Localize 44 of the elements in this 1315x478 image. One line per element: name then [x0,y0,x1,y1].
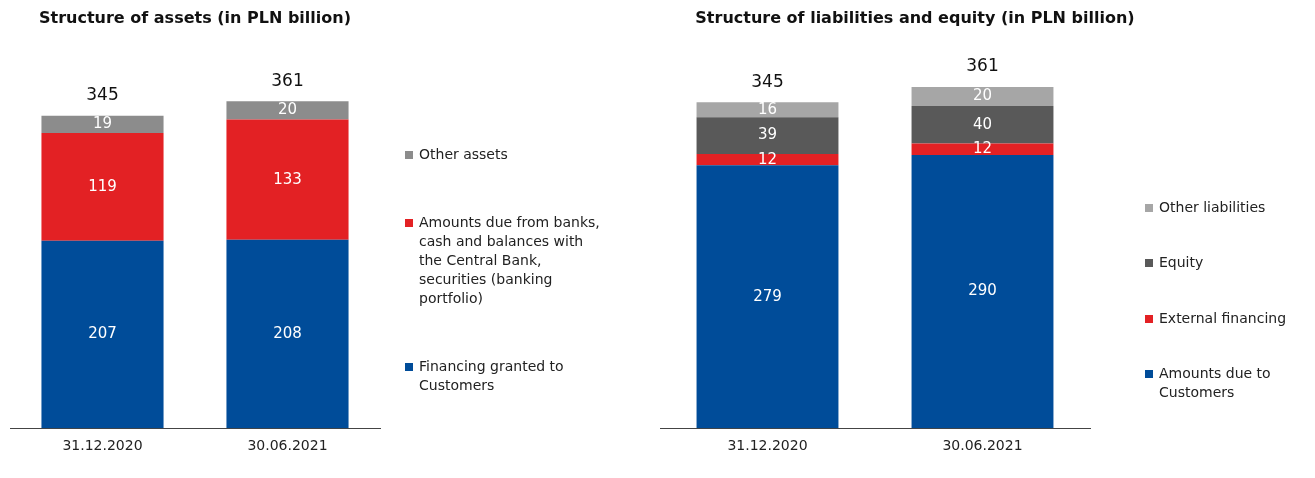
legend-label: External financing [1159,308,1287,328]
bar [41,115,164,134]
bar [696,153,839,166]
bar [696,102,839,118]
legend-label: Equity [1159,253,1204,273]
data-label: 119 [88,176,117,195]
data-label: 207 [88,324,117,343]
x-tick-label: 31.12.2020 [727,437,808,454]
data-label: 20 [277,100,298,119]
data-label: 16 [757,99,778,118]
bar [226,101,349,120]
data-label: 40 [972,114,993,133]
bar [226,119,349,240]
bar [911,154,1054,429]
bar [41,133,164,241]
data-label: 208 [273,323,302,342]
legend-label: Amounts due from banks, cash and balances with the Central Bank, securities (banking portfolio) [419,213,601,308]
bar [696,165,839,429]
data-label: 39 [757,125,778,144]
chart-title: Structure of assets (in PLN billion) [38,8,352,27]
bar [911,87,1054,106]
total-label: 345 [751,70,784,91]
total-label: 361 [966,55,999,76]
legend-label: Amounts due to Customers [1159,363,1272,402]
x-tick-label: 30.06.2021 [942,437,1023,454]
x-tick-label: 31.12.2020 [62,437,143,454]
legend-label: Financing granted to Customers [419,357,565,396]
total-label: 345 [86,84,119,105]
x-tick-label: 30.06.2021 [247,437,328,454]
bar [226,239,349,429]
data-label: 20 [972,86,993,105]
data-label: 279 [753,286,782,305]
data-label: 12 [757,149,778,168]
data-label: 19 [92,114,113,133]
data-label: 12 [972,139,993,158]
bar [41,240,164,429]
bar [911,143,1054,155]
bar [696,117,839,154]
chart-title: Structure of liabilities and equity (in PLN billion) [694,8,1136,27]
data-label: 290 [968,281,997,300]
legend-label: Other liabilities [1159,198,1266,218]
legend-label: Other assets [419,144,508,164]
data-label: 133 [273,169,302,188]
total-label: 361 [271,69,304,90]
